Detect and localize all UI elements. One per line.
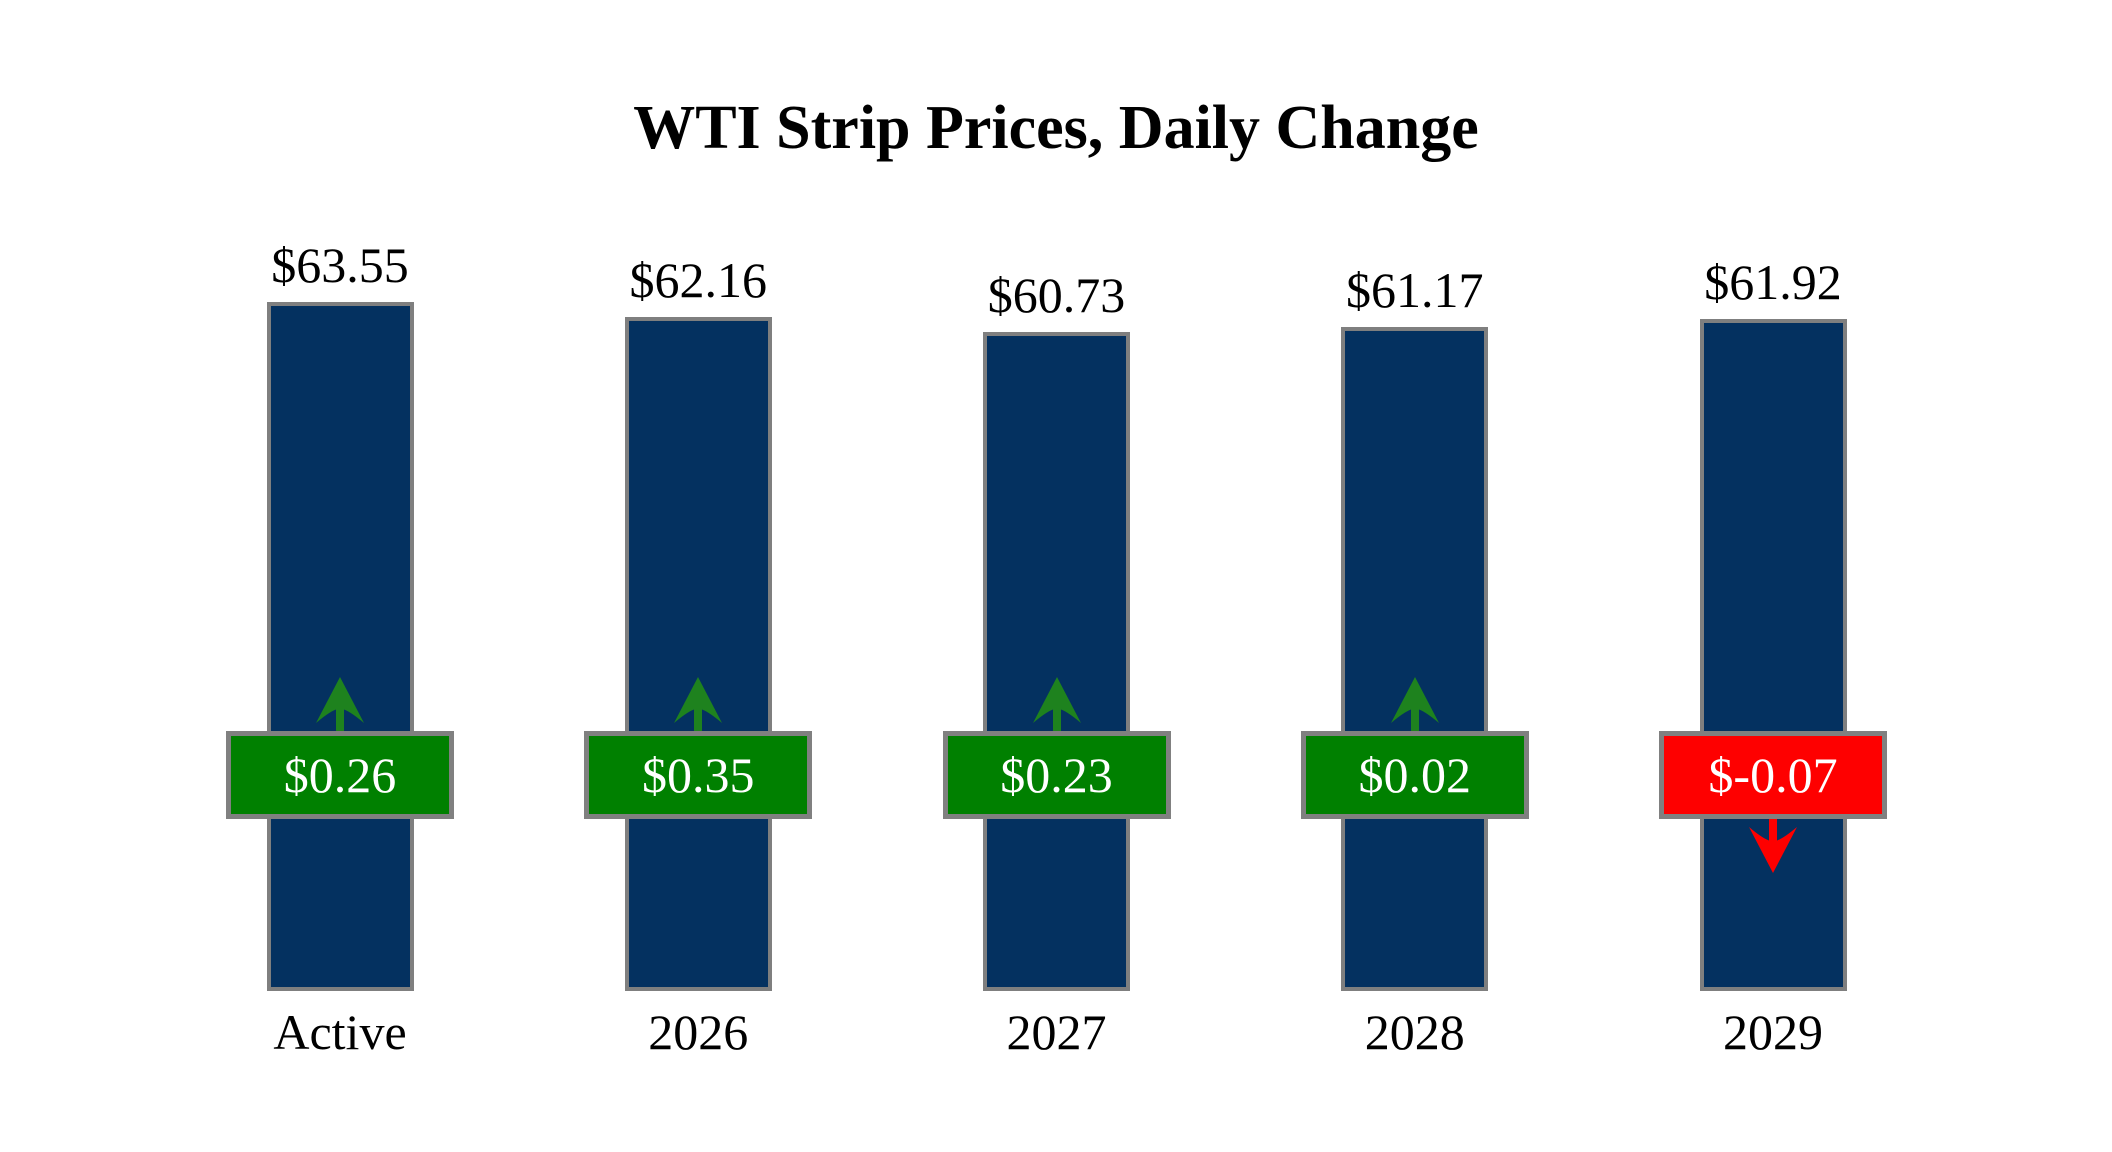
- change-badge-2027: $0.23: [942, 731, 1171, 819]
- price-label-2028: $61.17: [1346, 262, 1484, 318]
- category-label-2026: 2026: [648, 1004, 749, 1060]
- category-label-2029: 2029: [1723, 1004, 1823, 1060]
- change-badge-2028: $0.02: [1300, 731, 1529, 819]
- category-label-2028: 2028: [1364, 1004, 1465, 1060]
- up-arrow-icon: [1384, 676, 1446, 734]
- change-badge-2029: $-0.07: [1659, 731, 1887, 819]
- price-label-active: $63.55: [271, 237, 409, 293]
- change-badge-active: $0.26: [226, 731, 454, 819]
- chart-title: WTI Strip Prices, Daily Change: [633, 94, 1479, 162]
- up-arrow-icon: [667, 676, 729, 734]
- up-arrow-icon: [309, 676, 371, 734]
- down-arrow-icon: [1742, 816, 1804, 874]
- bar-active: [266, 302, 414, 991]
- bar-2029: [1699, 319, 1847, 991]
- category-label-2027: 2027: [1006, 1004, 1107, 1060]
- bar-2027: [983, 332, 1130, 991]
- price-label-2026: $62.16: [629, 252, 768, 308]
- price-label-2027: $60.73: [987, 267, 1126, 323]
- change-badge-2026: $0.35: [584, 731, 813, 819]
- price-label-2029: $61.92: [1704, 254, 1842, 310]
- up-arrow-icon: [1026, 676, 1088, 734]
- bar-2026: [624, 317, 772, 991]
- category-label-active: Active: [273, 1004, 407, 1060]
- bar-2028: [1341, 327, 1489, 991]
